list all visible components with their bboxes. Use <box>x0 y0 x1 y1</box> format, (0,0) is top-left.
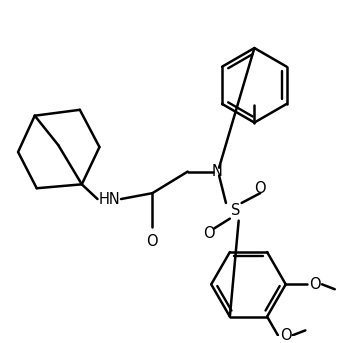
Text: O: O <box>147 234 158 249</box>
Text: HN: HN <box>98 191 120 206</box>
Text: O: O <box>204 226 215 241</box>
Text: S: S <box>231 203 240 218</box>
Text: N: N <box>212 164 223 179</box>
Text: O: O <box>280 328 292 343</box>
Text: O: O <box>255 181 266 196</box>
Text: O: O <box>309 277 321 292</box>
